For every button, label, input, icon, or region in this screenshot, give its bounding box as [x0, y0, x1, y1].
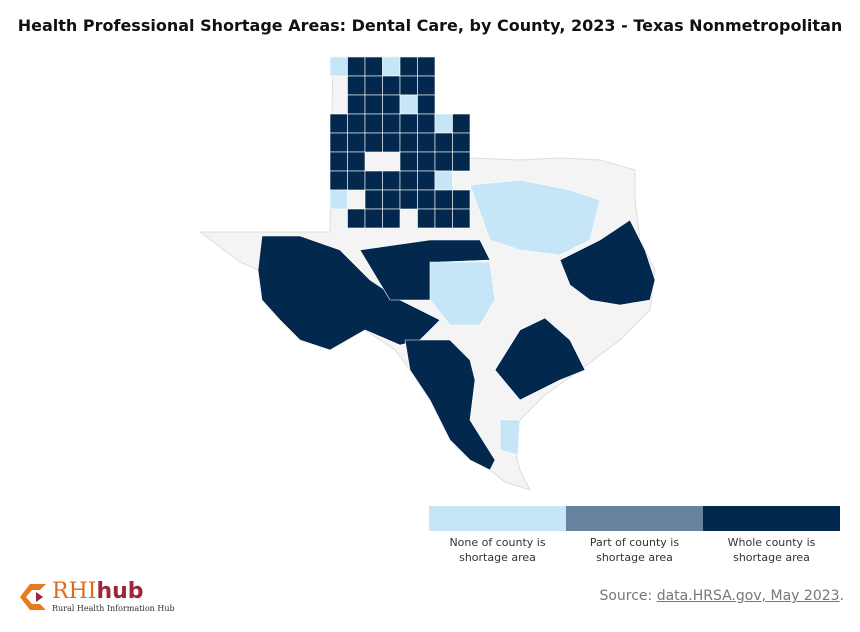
county — [434, 113, 453, 134]
county — [452, 113, 471, 134]
county — [382, 189, 401, 210]
legend-item-part: Part of county is shortage area — [566, 506, 703, 565]
county — [417, 189, 436, 210]
county — [399, 151, 418, 172]
map-legend: None of county is shortage area Part of … — [429, 506, 840, 565]
county — [399, 113, 418, 134]
county — [364, 189, 383, 210]
county — [452, 189, 471, 210]
county — [399, 132, 418, 153]
source-link[interactable]: data.HRSA.gov, May 2023 — [656, 588, 840, 604]
county — [347, 170, 366, 191]
legend-swatch — [429, 506, 566, 531]
county — [364, 94, 383, 115]
county — [382, 56, 401, 77]
county — [452, 132, 471, 153]
county — [434, 170, 453, 191]
county — [452, 208, 471, 229]
county-region-far-west — [257, 235, 441, 351]
legend-label: None of county is shortage area — [449, 536, 546, 564]
county — [399, 170, 418, 191]
rhihub-logo[interactable]: RHI hub Rural Health Information Hub — [16, 580, 175, 614]
county — [364, 56, 383, 77]
county-region-south-none — [499, 419, 521, 456]
legend-item-none: None of county is shortage area — [429, 506, 566, 565]
county — [434, 151, 453, 172]
logo-hub: hub — [96, 579, 144, 604]
logo-text: RHI hub Rural Health Information Hub — [52, 580, 175, 614]
county-region-east — [559, 219, 656, 306]
county — [329, 132, 348, 153]
county — [382, 208, 401, 229]
logo-wordmark: RHI hub — [52, 580, 175, 604]
county — [417, 132, 436, 153]
county — [347, 208, 366, 229]
county — [329, 151, 348, 172]
county — [382, 75, 401, 96]
source-suffix: . — [839, 588, 844, 604]
logo-rhi: RHI — [52, 579, 97, 604]
county-region-south — [404, 339, 496, 471]
county — [347, 56, 366, 77]
county-region-northeast-none — [469, 179, 601, 256]
county — [347, 151, 366, 172]
county — [399, 94, 418, 115]
county — [434, 189, 453, 210]
legend-label: Whole county is shortage area — [727, 536, 816, 564]
county-region-central-west — [359, 239, 491, 301]
legend-swatch — [566, 506, 703, 531]
county — [329, 56, 348, 77]
rhihub-logo-icon — [20, 584, 46, 610]
county — [399, 75, 418, 96]
county — [399, 56, 418, 77]
county — [399, 189, 418, 210]
county — [417, 151, 436, 172]
county — [364, 170, 383, 191]
county — [382, 132, 401, 153]
county — [329, 170, 348, 191]
county — [364, 208, 383, 229]
county — [329, 189, 348, 210]
legend-swatch — [703, 506, 840, 531]
county — [417, 113, 436, 134]
county — [364, 113, 383, 134]
county — [417, 56, 436, 77]
county — [434, 208, 453, 229]
county — [347, 94, 366, 115]
county — [417, 75, 436, 96]
legend-item-whole: Whole county is shortage area — [703, 506, 840, 565]
county — [417, 208, 436, 229]
county — [417, 170, 436, 191]
county-region-central-none — [429, 261, 496, 326]
county — [417, 94, 436, 115]
county — [364, 75, 383, 96]
texas-county-map — [198, 56, 656, 491]
county — [382, 94, 401, 115]
logo-tagline: Rural Health Information Hub — [52, 604, 175, 613]
county — [364, 132, 383, 153]
county-region-coastal — [494, 317, 586, 401]
county — [347, 132, 366, 153]
legend-label: Part of county is shortage area — [589, 536, 680, 564]
map-title: Health Professional Shortage Areas: Dent… — [17, 16, 843, 35]
county — [382, 113, 401, 134]
source-prefix: Source: — [599, 588, 657, 604]
source-note: Source: data.HRSA.gov, May 2023. — [599, 588, 844, 604]
county — [382, 170, 401, 191]
county — [434, 132, 453, 153]
county — [347, 75, 366, 96]
county — [452, 151, 471, 172]
county — [329, 113, 348, 134]
county — [347, 113, 366, 134]
